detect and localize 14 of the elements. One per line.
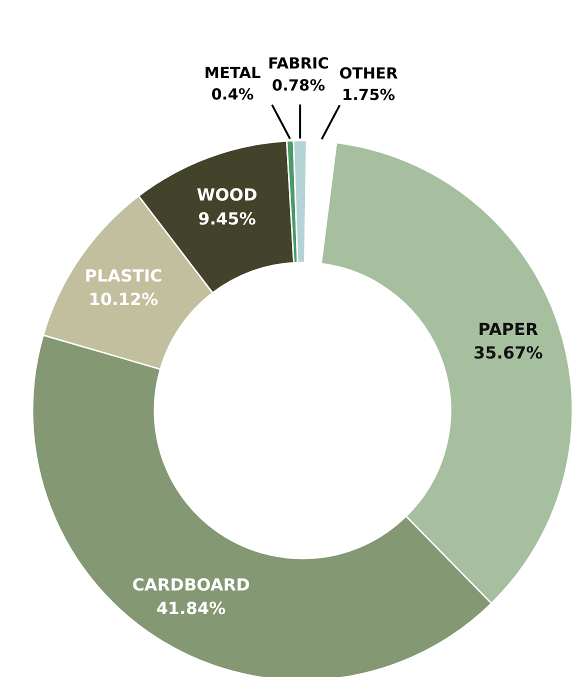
slice-label: PAPER bbox=[478, 320, 538, 339]
data-label: 35.67% bbox=[473, 344, 544, 363]
slice-label: WOOD bbox=[196, 186, 258, 205]
slice-label: OTHER bbox=[339, 64, 398, 82]
data-label: 10.12% bbox=[88, 290, 158, 310]
slice-label: FABRIC bbox=[268, 54, 330, 73]
data-label: 0.4% bbox=[211, 86, 254, 104]
slice-label: PLASTIC bbox=[84, 266, 162, 286]
data-label: 0.78% bbox=[272, 76, 326, 94]
slice-label: CARDBOARD bbox=[132, 575, 250, 594]
slice-label: METAL bbox=[204, 64, 262, 82]
data-label: 41.84% bbox=[156, 599, 226, 618]
data-label: 1.75% bbox=[342, 86, 396, 104]
data-label: 9.45% bbox=[198, 209, 256, 228]
